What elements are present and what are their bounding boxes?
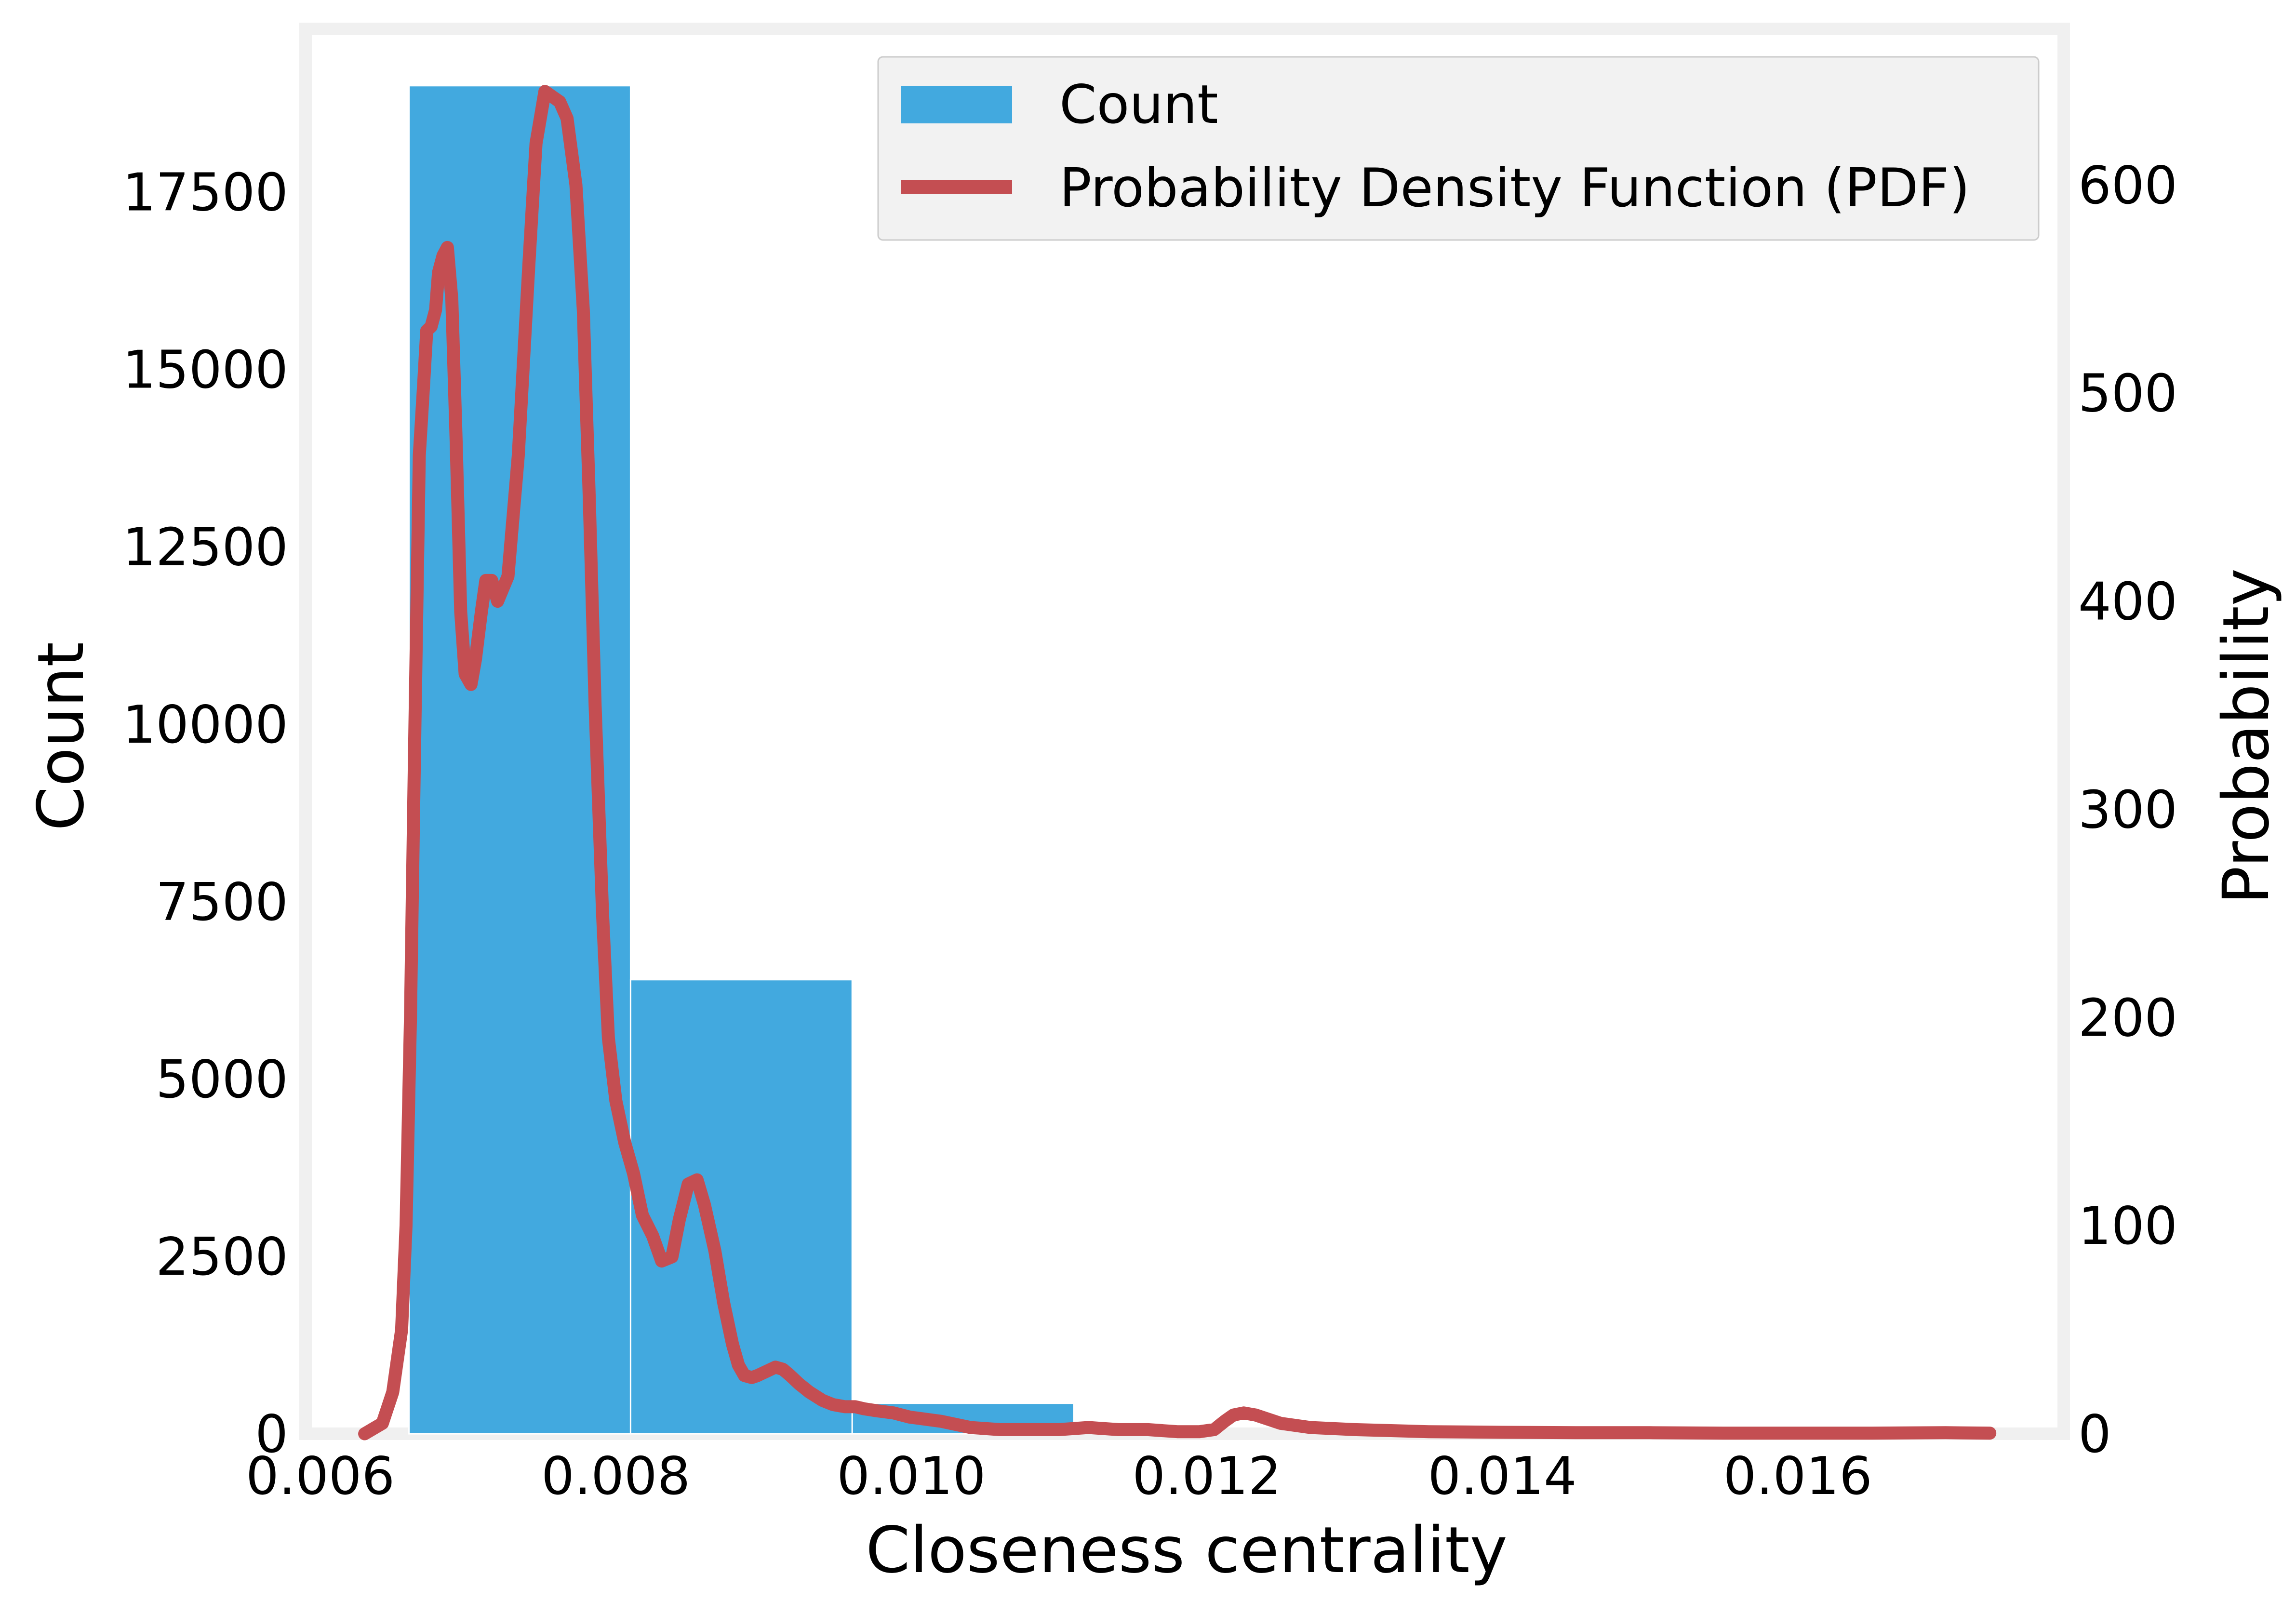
y-tick-label: 10000 xyxy=(122,695,288,755)
y-tick-label: 12500 xyxy=(122,518,288,578)
y2-axis-title: Probability xyxy=(2209,568,2283,905)
y-tick-label: 17500 xyxy=(122,163,288,223)
y-tick-label: 0 xyxy=(255,1404,288,1465)
legend-count-swatch xyxy=(901,86,1012,123)
y2-tick-label: 400 xyxy=(2078,572,2177,632)
y2-tick-label: 0 xyxy=(2078,1404,2111,1465)
y2-tick-label: 100 xyxy=(2078,1196,2177,1256)
pdf-line xyxy=(358,85,1997,1441)
y2-axis-ticks: 0 100 200 300 400 500 600 xyxy=(2078,156,2177,1465)
y2-tick-label: 300 xyxy=(2078,780,2177,840)
x-tick-label: 0.016 xyxy=(1723,1446,1872,1507)
y2-tick-label: 500 xyxy=(2078,364,2177,424)
x-axis-title: Closeness centrality xyxy=(866,1513,1508,1587)
legend-pdf-label: Probability Density Function (PDF) xyxy=(1059,157,1970,219)
y-axis-title: Count xyxy=(24,642,98,831)
x-tick-label: 0.012 xyxy=(1132,1446,1281,1507)
legend-box xyxy=(877,56,2040,241)
legend: Count Probability Density Function (PDF) xyxy=(877,56,2040,241)
y2-tick-label: 600 xyxy=(2078,156,2177,216)
x-tick-label: 0.010 xyxy=(837,1446,986,1507)
legend-count-label: Count xyxy=(1059,74,1218,136)
y-tick-label: 2500 xyxy=(156,1227,288,1287)
y-tick-label: 5000 xyxy=(156,1050,288,1110)
x-tick-label: 0.014 xyxy=(1428,1446,1576,1507)
x-tick-label: 0.006 xyxy=(246,1446,395,1507)
y-axis-ticks: 0 2500 5000 7500 10000 12500 15000 17500 xyxy=(122,163,288,1465)
y-tick-label: 15000 xyxy=(122,340,288,400)
x-tick-label: 0.008 xyxy=(541,1446,690,1507)
y-tick-label: 7500 xyxy=(156,872,288,933)
y2-tick-label: 200 xyxy=(2078,988,2177,1048)
x-axis-ticks: 0.006 0.008 0.010 0.012 0.014 0.016 xyxy=(246,1446,1872,1507)
pdf-line-group xyxy=(358,85,1997,1441)
